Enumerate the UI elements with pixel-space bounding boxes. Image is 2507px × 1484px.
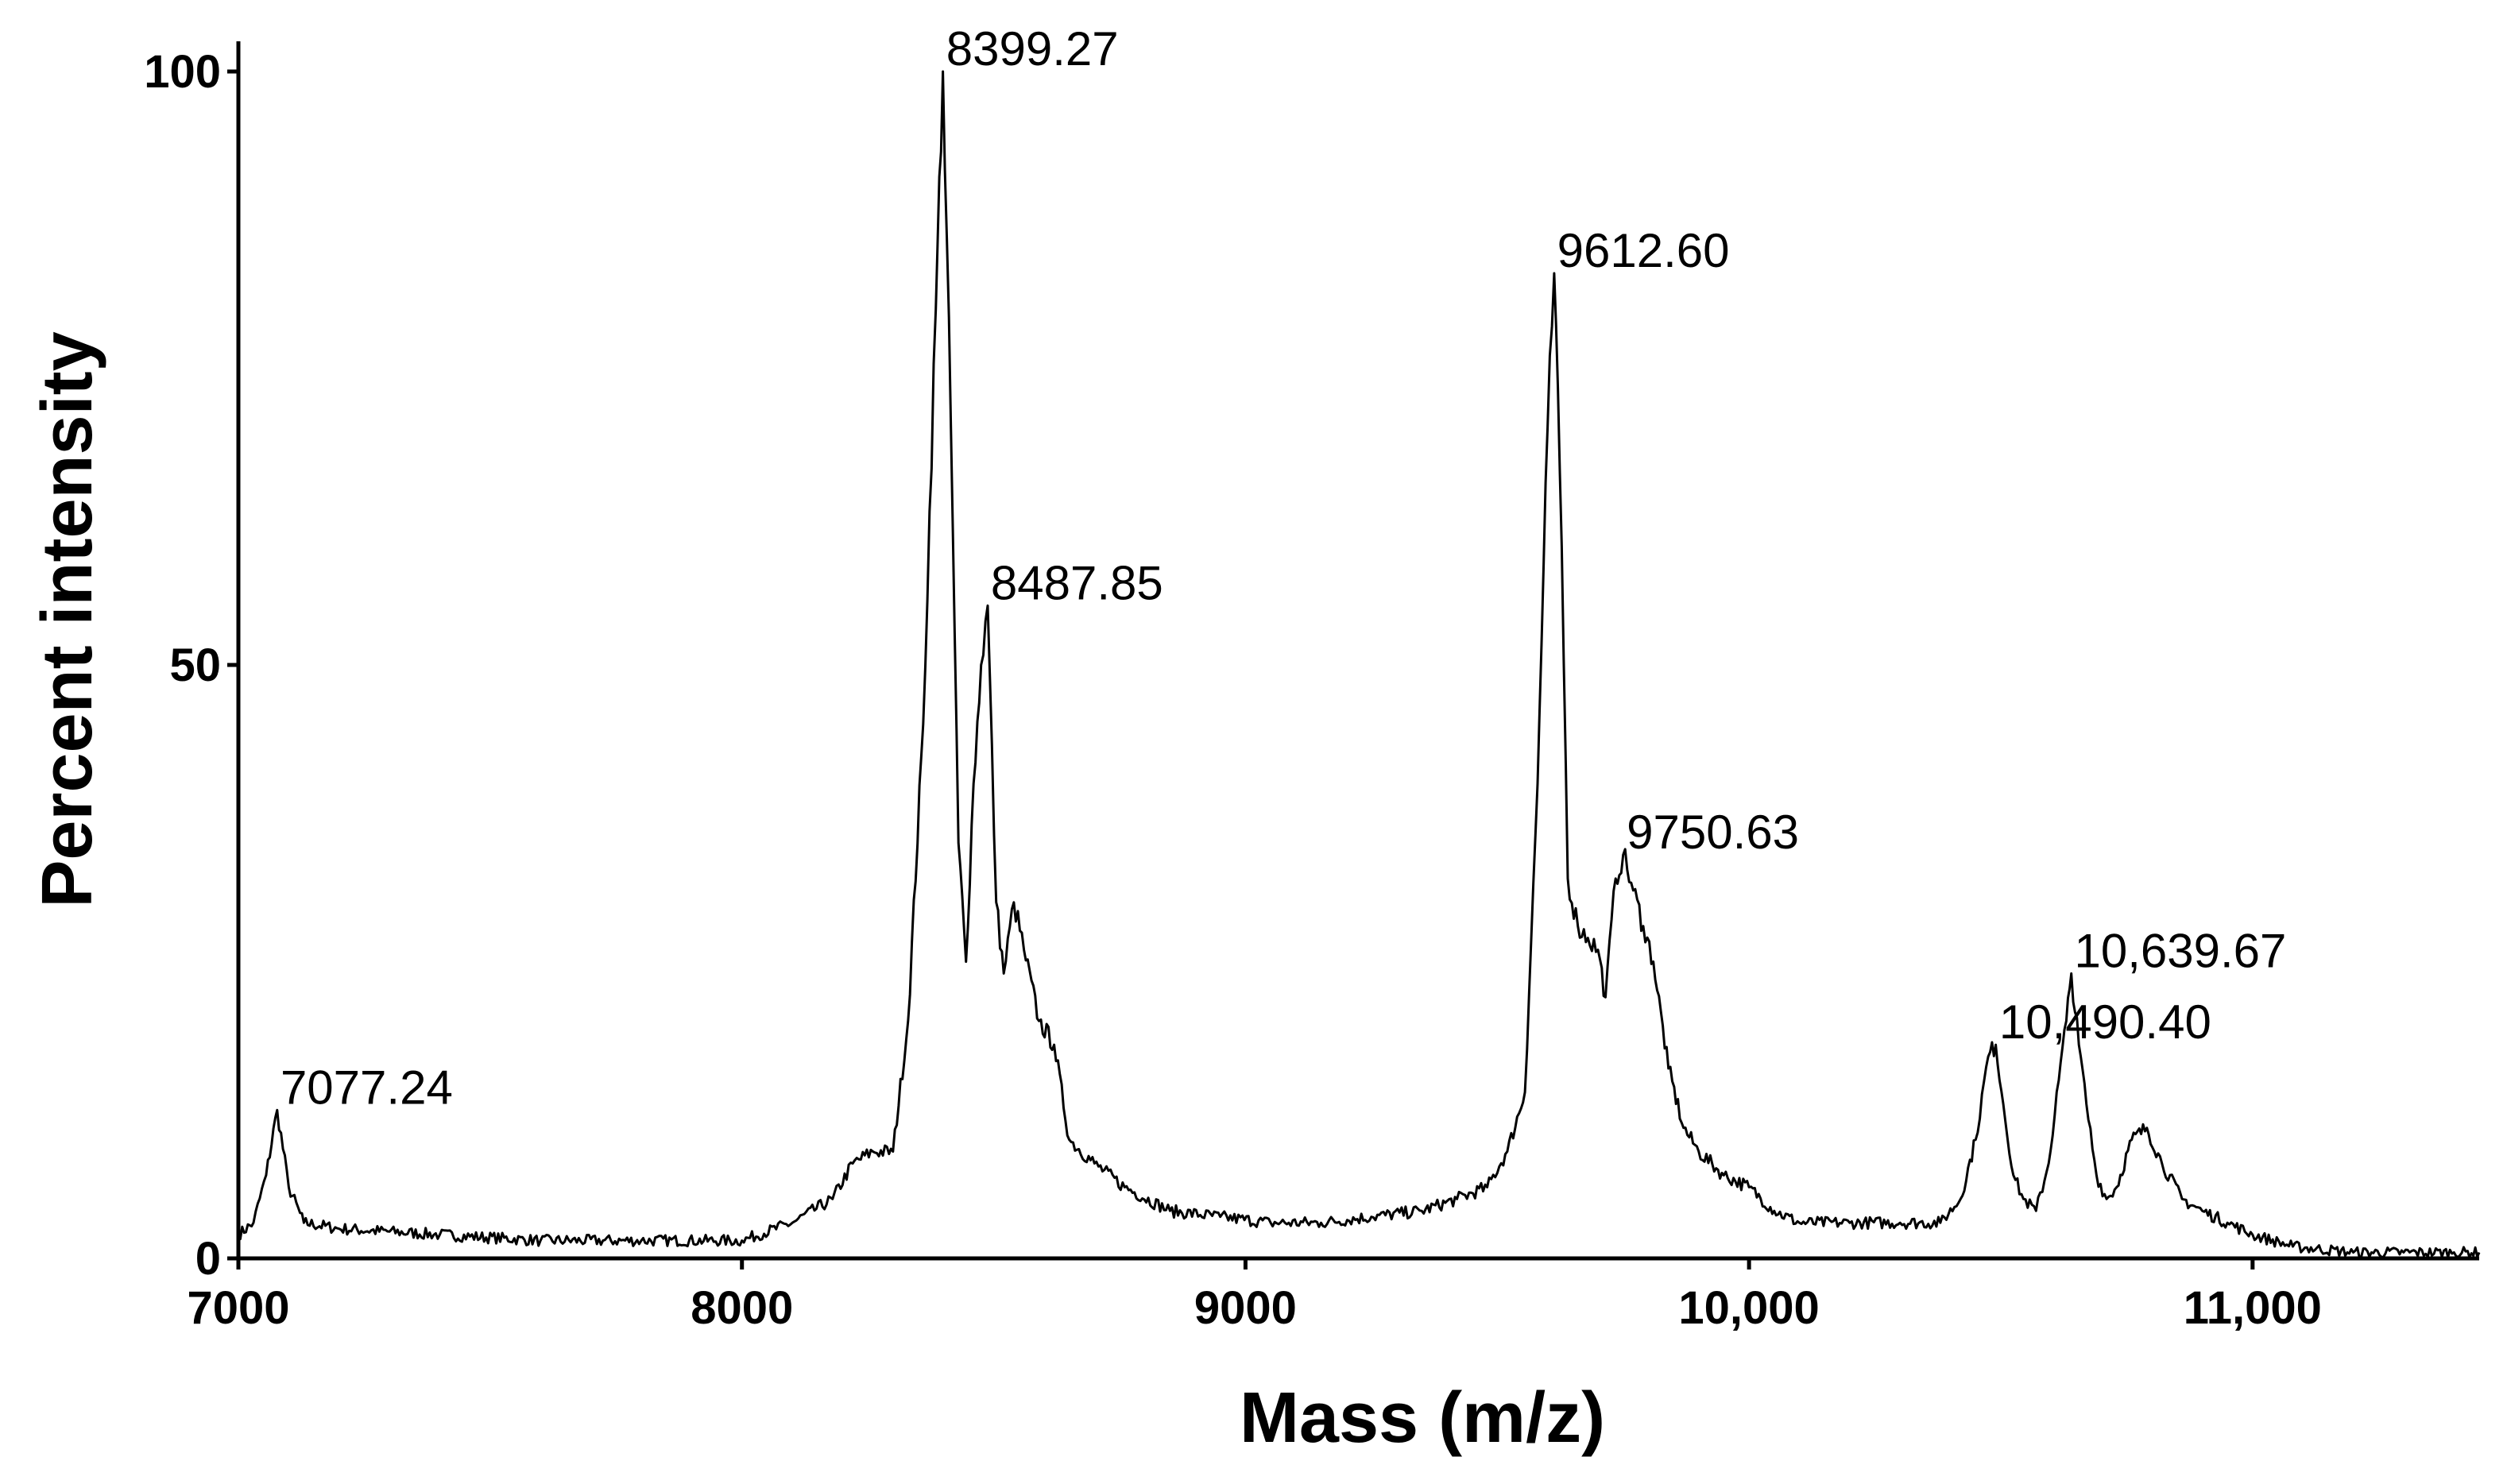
y-tick-label: 100 <box>144 46 221 98</box>
peak-label: 10,490.40 <box>1999 995 2211 1049</box>
x-ticks: 7000 8000 9000 10,000 11,000 <box>187 1258 2322 1334</box>
peak-labels: 7077.24 8399.27 8487.85 9612.60 9750.63 10,49… <box>280 22 2286 1114</box>
peak-label: 8399.27 <box>946 22 1119 75</box>
spectrum-line <box>237 70 2481 1258</box>
peak-label: 10,639.67 <box>2074 924 2286 977</box>
x-tick-label: 9000 <box>1194 1282 1297 1334</box>
peak-label: 9612.60 <box>1557 224 1730 277</box>
peak-label: 8487.85 <box>991 556 1163 609</box>
y-ticks: 0 50 100 <box>144 46 238 1285</box>
axes <box>236 41 2479 1261</box>
x-tick-label: 11,000 <box>2184 1282 2322 1334</box>
y-tick-label: 0 <box>195 1233 221 1285</box>
x-tick-label: 8000 <box>691 1282 793 1334</box>
peak-label: 7077.24 <box>280 1061 453 1114</box>
x-axis-title: Mass (m/z) <box>1240 1378 1605 1458</box>
peak-label: 9750.63 <box>1627 806 1799 859</box>
x-tick-label: 7000 <box>187 1282 289 1334</box>
x-tick-label: 10,000 <box>1678 1282 1819 1334</box>
y-tick-label: 50 <box>169 640 221 691</box>
y-axis-title: Percent intensity <box>28 331 107 907</box>
